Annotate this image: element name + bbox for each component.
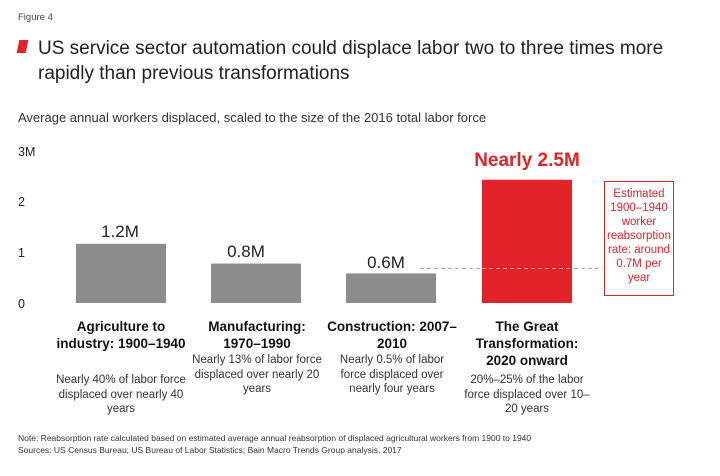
category-label-great-transformation: The Great Transformation: 2020 onward xyxy=(475,319,579,368)
y-tick-label-3: 3M xyxy=(18,145,36,159)
y-tick-label-2: 2 xyxy=(18,195,25,209)
bar-construction xyxy=(346,273,436,303)
category-desc-great-transformation: 20%–25% of the labor force displaced ove… xyxy=(464,374,590,415)
bar-value-label-agriculture: 1.2M xyxy=(101,222,139,241)
category-label-construction: Construction: 2007–2010 xyxy=(327,319,457,351)
category-desc-agriculture: Nearly 40% of labor force displaced over… xyxy=(56,374,186,415)
category-label-agriculture: Agriculture to industry: 1900–1940 xyxy=(56,319,186,351)
bar-value-label-manufacturing: 0.8M xyxy=(227,242,265,261)
category-desc-construction: Nearly 0.5% of labor force displaced ove… xyxy=(339,354,445,395)
note-text: Note: Reabsorption rate calculated based… xyxy=(18,433,532,443)
y-tick-label-0: 0 xyxy=(18,297,25,311)
y-tick-label-1: 1 xyxy=(18,246,25,260)
bar-great-transformation xyxy=(482,179,572,303)
bar-value-label-great-transformation: Nearly 2.5M xyxy=(474,150,580,171)
sources-text: Sources: US Census Bureau; US Bureau of … xyxy=(18,444,402,455)
category-label-manufacturing: Manufacturing: 1970–1990 xyxy=(208,319,306,351)
chart-subtitle: Average annual workers displaced, scaled… xyxy=(18,110,487,125)
bar-manufacturing xyxy=(211,263,301,303)
reabsorption-callout: Estimated 1900–1940 worker reabsorption … xyxy=(604,181,674,296)
chart-title: US service sector automation could displ… xyxy=(38,38,664,84)
bar-agriculture xyxy=(76,243,166,303)
bar-value-label-construction: 0.6M xyxy=(367,253,405,272)
figure-label: Figure 4 xyxy=(18,12,53,23)
footnote: Note: Reabsorption rate calculated based… xyxy=(18,433,531,456)
category-desc-manufacturing: Nearly 13% of labor force displaced over… xyxy=(192,354,322,395)
